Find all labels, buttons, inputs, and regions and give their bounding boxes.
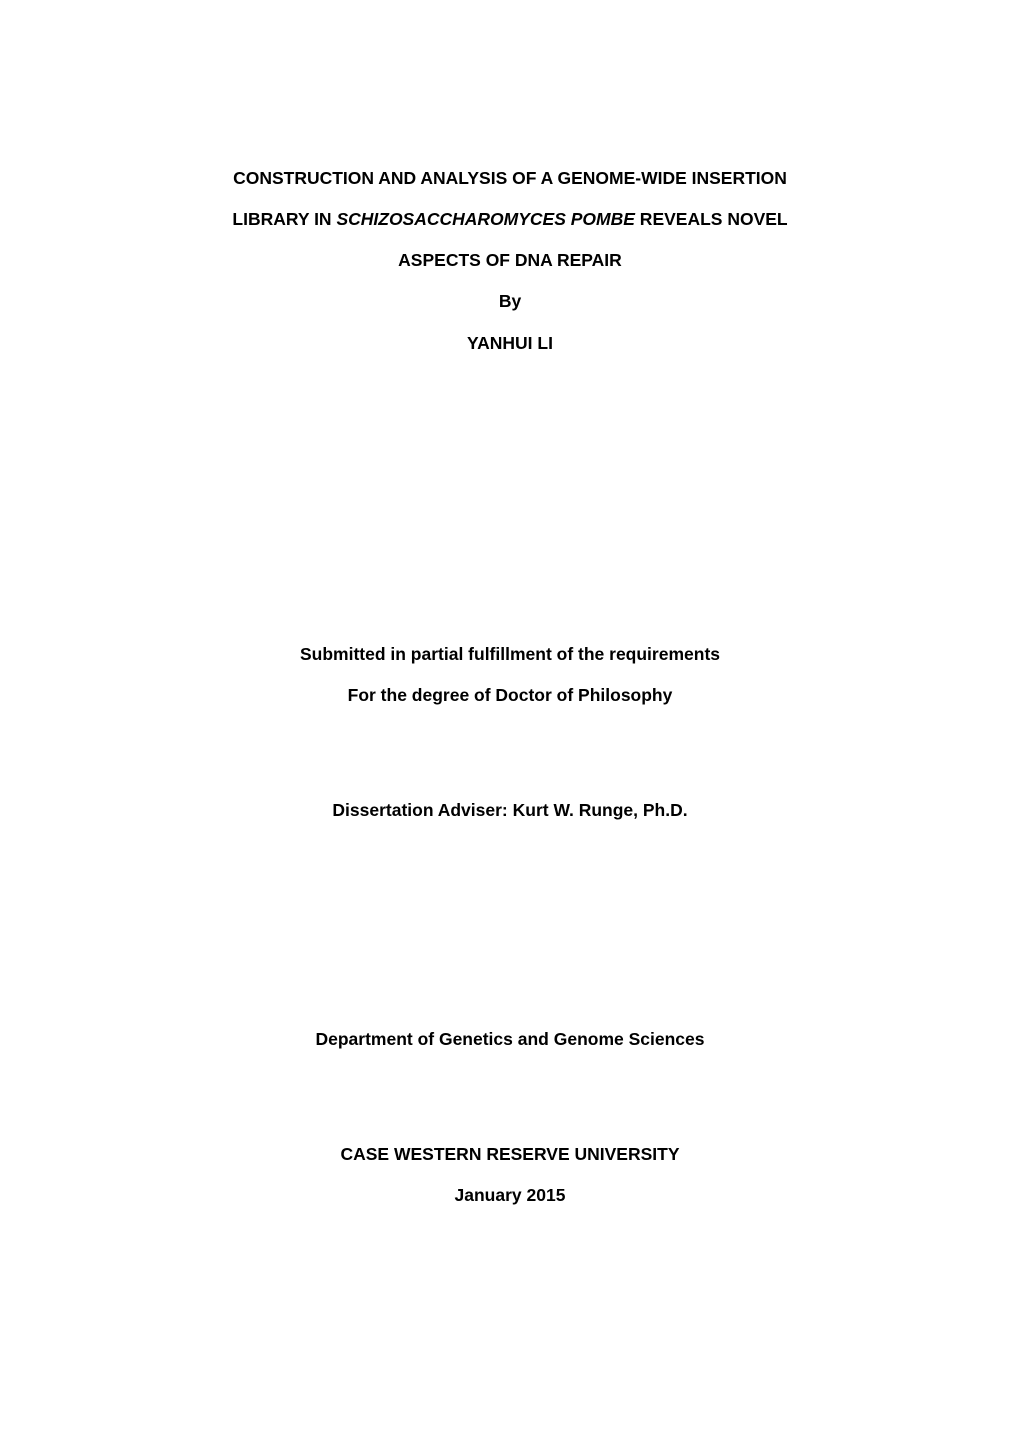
dissertation-title: CONSTRUCTION AND ANALYSIS OF A GENOME-WI… (130, 158, 890, 281)
submitted-block: Submitted in partial fulfillment of the … (130, 634, 890, 716)
adviser-line: Dissertation Adviser: Kurt W. Runge, Ph.… (130, 790, 890, 831)
submitted-line-1: Submitted in partial fulfillment of the … (130, 634, 890, 675)
title-species-italic: SCHIZOSACCHAROMYCES POMBE (336, 209, 635, 229)
department: Department of Genetics and Genome Scienc… (130, 1019, 890, 1060)
title-line-3: ASPECTS OF DNA REPAIR (130, 240, 890, 281)
spacer (130, 716, 890, 790)
title-line-2: LIBRARY IN SCHIZOSACCHAROMYCES POMBE REV… (130, 199, 890, 240)
title-line-2a: LIBRARY IN (232, 209, 336, 229)
spacer (130, 364, 890, 634)
department-block: Department of Genetics and Genome Scienc… (130, 1019, 890, 1060)
by-label: By (130, 281, 890, 322)
title-line-1: CONSTRUCTION AND ANALYSIS OF A GENOME-WI… (130, 158, 890, 199)
date: January 2015 (130, 1175, 890, 1216)
adviser: Dissertation Adviser: Kurt W. Runge, Ph.… (130, 790, 890, 831)
page: CONSTRUCTION AND ANALYSIS OF A GENOME-WI… (0, 0, 1020, 1442)
spacer (130, 831, 890, 1019)
author-name: YANHUI LI (130, 323, 890, 364)
submitted-line-2: For the degree of Doctor of Philosophy (130, 675, 890, 716)
spacer (130, 1060, 890, 1134)
university: CASE WESTERN RESERVE UNIVERSITY (130, 1134, 890, 1175)
university-block: CASE WESTERN RESERVE UNIVERSITY January … (130, 1134, 890, 1216)
title-line-2b: REVEALS NOVEL (635, 209, 788, 229)
